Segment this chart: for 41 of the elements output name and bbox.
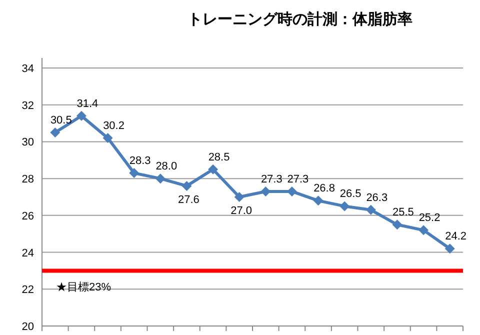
data-label: 31.4 [76, 98, 98, 110]
data-label: 24.2 [445, 230, 467, 243]
data-label: 25.2 [418, 212, 440, 224]
point [392, 220, 402, 230]
data-label: 27.0 [230, 205, 252, 217]
data-label: 26.5 [340, 188, 362, 200]
point [313, 196, 324, 206]
ref-line-label: ★目標23% [56, 282, 112, 294]
chart-title: トレーニング時の計測：体脂肪率 [188, 10, 412, 28]
y-tick-label: 20 [22, 321, 34, 333]
point [260, 186, 271, 196]
point [444, 244, 455, 254]
data-label: 27.3 [260, 173, 282, 186]
data-label: 28.0 [156, 160, 178, 173]
data-label: 30.5 [50, 114, 72, 126]
point [182, 180, 192, 191]
data-label: 25.5 [392, 206, 414, 219]
point [208, 164, 218, 174]
data-label: 27.3 [287, 173, 309, 186]
point [76, 110, 86, 121]
y-tick-label: 30 [22, 136, 34, 149]
data-label: 26.8 [314, 182, 335, 195]
point [418, 225, 429, 236]
point [234, 192, 244, 202]
data-label: 28.3 [129, 155, 151, 168]
point [129, 168, 140, 178]
data-label: 30.2 [103, 120, 124, 132]
point [340, 201, 350, 212]
data-label: 26.3 [366, 192, 388, 204]
point [50, 128, 60, 138]
y-tick-label: 26 [22, 210, 34, 222]
y-tick-label: 32 [22, 100, 34, 112]
y-tick-label: 24 [22, 247, 34, 260]
point [102, 133, 113, 144]
y-tick-label: 28 [22, 174, 34, 186]
point [155, 174, 166, 184]
y-tick-label: 22 [22, 284, 34, 296]
data-label: 28.5 [208, 151, 230, 164]
point [366, 204, 376, 215]
y-tick-label: 34 [22, 63, 34, 75]
data-label: 27.6 [178, 194, 200, 206]
